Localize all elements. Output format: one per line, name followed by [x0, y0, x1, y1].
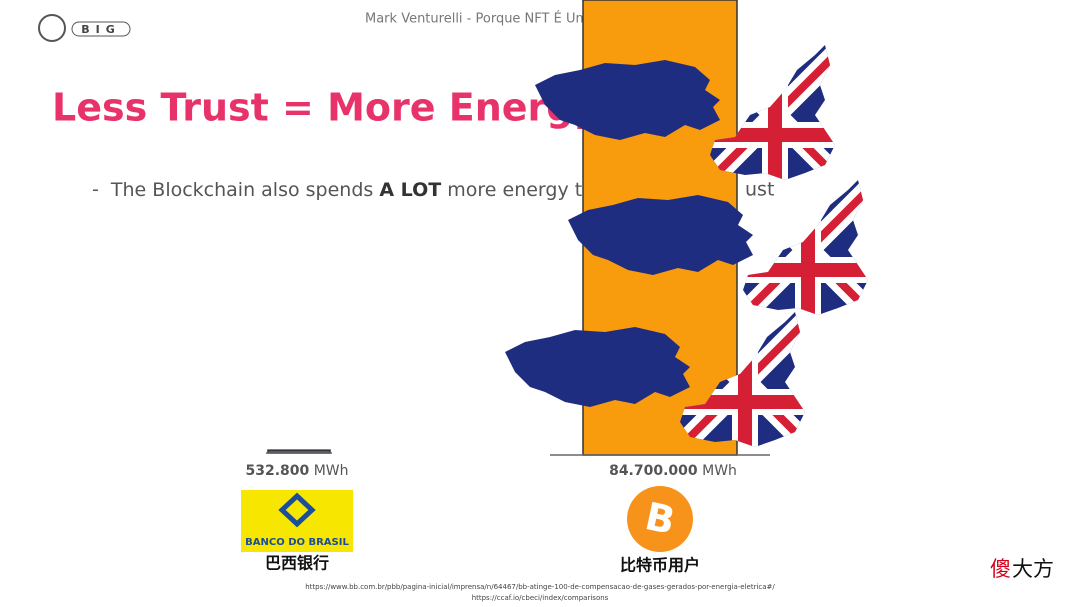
value-unit: MWh — [702, 463, 737, 479]
caption: 巴西银行 — [265, 554, 329, 573]
source: https://ccaf.io/cbeci/index/comparisons — [472, 594, 609, 602]
value-number: 84.700.000 — [609, 463, 698, 479]
watermark: 傻 — [990, 557, 1011, 581]
source: https://www.bb.com.br/pbb/pagina-inicial… — [305, 583, 775, 591]
bullet-text: ust — [745, 179, 774, 201]
bullet-text: more energy t — [441, 179, 582, 201]
logo: BIG — [38, 14, 131, 42]
logo-text: BIG — [81, 23, 121, 36]
bitcoin-logo: B — [627, 486, 693, 552]
bullet: - The Blockchain also spends A LOT more … — [92, 179, 582, 201]
bullet-text: The Blockchain also spends — [110, 179, 379, 201]
value-number: 532.800 — [245, 463, 309, 479]
value-unit: MWh — [314, 463, 349, 479]
bank-logo: BANCO DO BRASIL — [241, 490, 353, 552]
slide-title: Less Trust = More Energy — [52, 86, 598, 130]
header-title: Mark Venturelli - Porque NFT É Um — [365, 11, 588, 27]
caption: 比特币用户 — [620, 556, 700, 575]
watermark: 大方 — [1012, 557, 1054, 581]
value-label: 84.700.000 MWh — [609, 463, 737, 479]
bullet-bold: A LOT — [379, 179, 441, 201]
value-label: 532.800 MWh — [245, 463, 348, 479]
bank-logo-text: BANCO DO BRASIL — [245, 537, 349, 548]
